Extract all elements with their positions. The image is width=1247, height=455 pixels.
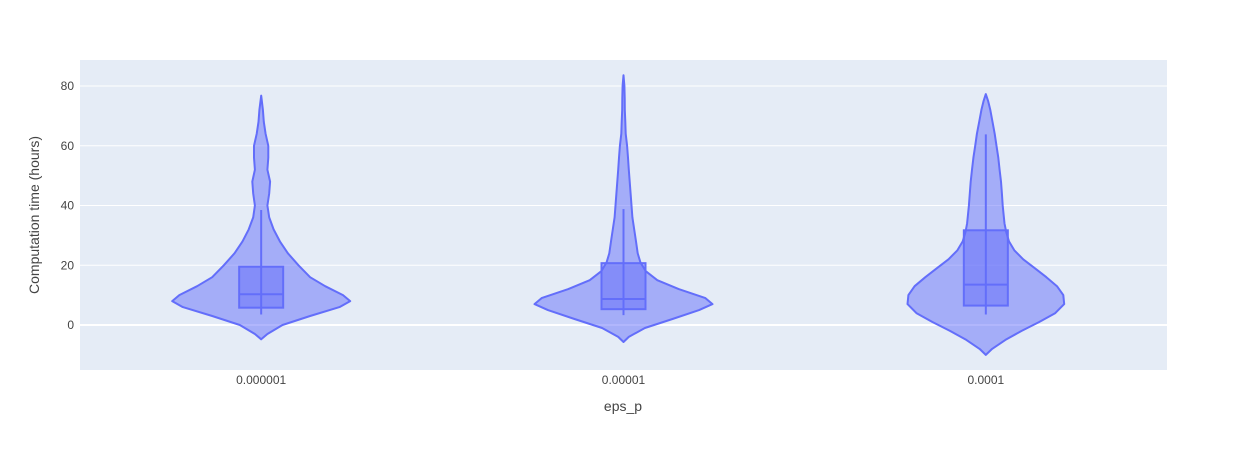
y-tick-label: 40 [61, 199, 75, 213]
x-tick-labels: 0.000001 0.00001 0.0001 [236, 373, 1004, 387]
x-tick-label: 0.000001 [236, 373, 286, 387]
violins [171, 74, 1066, 356]
y-tick-labels: 0 20 40 60 80 [61, 79, 75, 332]
box-iqr [238, 265, 285, 309]
y-tick-label: 0 [67, 318, 74, 332]
y-tick-label: 80 [61, 79, 75, 93]
violin-2 [533, 74, 714, 343]
x-axis-title: eps_p [604, 398, 642, 414]
violin-1 [171, 94, 352, 341]
y-tick-label: 60 [61, 139, 75, 153]
x-tick-label: 0.0001 [967, 373, 1004, 387]
y-tick-label: 20 [61, 258, 75, 272]
violin-3 [906, 93, 1066, 356]
box-iqr [962, 229, 1009, 307]
violin-body [533, 74, 714, 343]
y-axis-title: Computation time (hours) [26, 136, 42, 294]
x-tick-label: 0.00001 [602, 373, 646, 387]
box-iqr [600, 262, 647, 311]
